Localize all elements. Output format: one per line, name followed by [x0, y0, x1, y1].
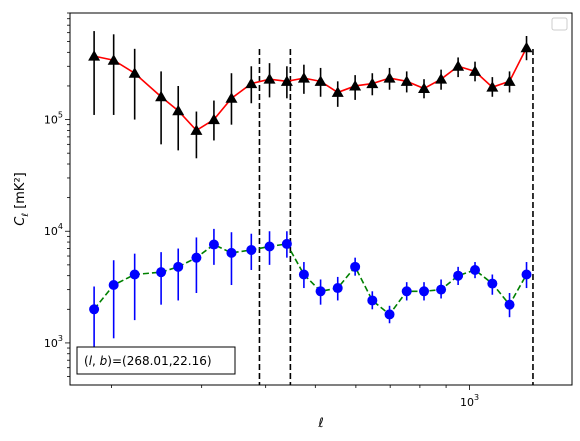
plot-frame: [69, 12, 573, 386]
circle-marker: [504, 299, 515, 310]
circle-marker: [401, 286, 412, 297]
circle-marker: [487, 278, 498, 289]
triangle-marker: [128, 67, 141, 78]
circle-marker: [108, 280, 119, 291]
triangle-marker: [190, 124, 203, 135]
triangle-marker: [107, 54, 120, 65]
circle-marker: [436, 284, 447, 295]
circle-marker: [453, 270, 464, 281]
triangle-marker: [418, 82, 431, 93]
triangle-marker: [207, 113, 220, 125]
circle-marker: [315, 286, 326, 297]
triangle-marker: [280, 75, 293, 86]
circle-marker: [191, 252, 202, 263]
legend-box: [551, 17, 568, 31]
triangle-marker: [469, 65, 482, 76]
circle-marker: [89, 304, 100, 315]
triangle-marker: [155, 90, 168, 102]
y-tick-label: 103: [44, 334, 63, 350]
circle-marker: [208, 239, 219, 250]
circle-marker: [264, 241, 275, 252]
triangle-marker: [503, 75, 516, 86]
annotation-box: [76, 346, 236, 375]
circle-marker: [156, 267, 167, 278]
triangle-marker: [245, 77, 258, 89]
annotation: (l, b)=(268.01,22.16): [76, 346, 236, 375]
y-tick-label: 104: [44, 222, 63, 238]
circle-marker: [384, 309, 395, 320]
triangle-marker: [225, 92, 238, 103]
triangle-marker: [520, 41, 533, 53]
circle-marker: [350, 261, 361, 272]
y-axis-label: Cℓ [mK²]: [13, 172, 31, 225]
triangle-marker: [331, 86, 344, 97]
triangle-marker: [383, 72, 396, 83]
triangle-marker: [452, 60, 465, 71]
circle-marker: [470, 264, 481, 275]
circle-marker: [419, 286, 430, 297]
circle-marker: [173, 261, 184, 272]
circle-marker: [332, 283, 343, 294]
annotation-text: (l, b)=(268.01,22.16): [84, 354, 212, 368]
circle-marker: [521, 269, 532, 280]
triangle-marker: [400, 75, 413, 86]
triangle-marker: [366, 77, 379, 89]
triangle-marker: [349, 79, 362, 91]
circle-marker: [226, 247, 237, 258]
triangle-marker: [486, 81, 499, 92]
circle-marker: [281, 238, 292, 249]
triangle-marker: [88, 50, 101, 61]
triangle-marker: [435, 73, 448, 84]
x-axis-label: ℓ: [317, 416, 323, 431]
triangle-marker: [297, 72, 310, 83]
circle-marker: [129, 269, 140, 280]
circle-marker: [298, 269, 309, 280]
circle-marker: [367, 295, 378, 306]
triangle-marker: [172, 104, 185, 116]
triangle-marker: [263, 73, 276, 84]
circle-marker: [246, 244, 257, 255]
y-tick-label: 105: [44, 111, 63, 127]
triangle-marker: [314, 75, 327, 86]
x-tick-label: 103: [460, 393, 479, 409]
